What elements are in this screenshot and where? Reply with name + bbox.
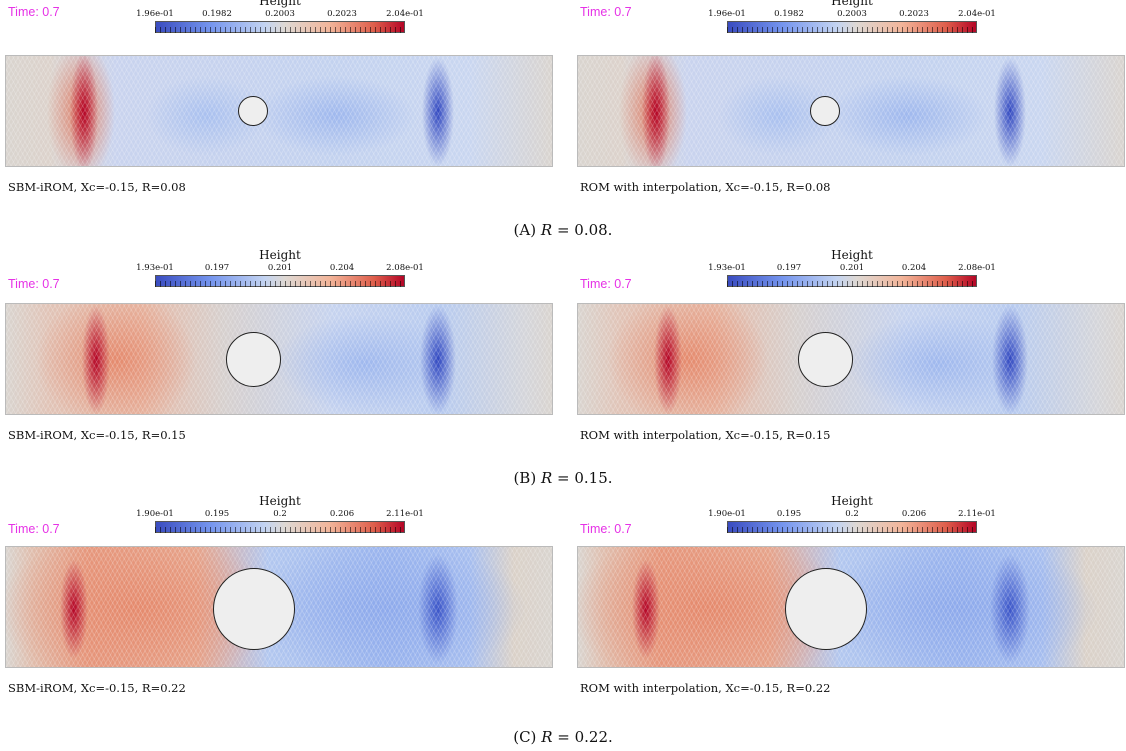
time-label: Time: 0.7: [8, 522, 60, 536]
colorbar-title: Height: [259, 0, 301, 8]
colorbar-ticks: 1.93e-01 0.197 0.201 0.204 2.08e-01: [136, 263, 424, 275]
height-field-plot: [577, 303, 1125, 415]
colorbar-tick: 2.08e-01: [958, 263, 996, 273]
subcaption-variable: R: [540, 469, 553, 487]
height-field-plot: [5, 303, 553, 415]
colorbar-ticks: 1.96e-01 0.1982 0.2003 0.2023 2.04e-01: [708, 9, 996, 21]
colorbar-tick: 0.204: [901, 263, 927, 273]
obstacle-circle: [798, 332, 853, 387]
time-label: Time: 0.7: [580, 5, 632, 19]
colorbar-tick: 0.206: [329, 509, 355, 519]
panel-sbm-irom-a: Time: 0.7 Height 1.96e-01 0.1982 0.2003 …: [5, 0, 553, 200]
colorbar-tick: 0.195: [204, 509, 230, 519]
subcaption-label: (A): [513, 221, 537, 239]
height-field-plot: [5, 55, 553, 167]
height-field-plot: [577, 55, 1125, 167]
colorbar-tick: 2.11e-01: [386, 509, 424, 519]
colorbar-tick: 0.2023: [899, 9, 929, 19]
colorbar-minor-ticks: [727, 527, 977, 533]
colorbar-minor-ticks: [727, 27, 977, 33]
panel-sbm-irom-c: Time: 0.7 Height 1.90e-01 0.195 0.2 0.20…: [5, 494, 553, 696]
colorbar-tick: 1.96e-01: [708, 9, 746, 19]
colorbar-tick: 0.2003: [837, 9, 867, 19]
panel-sbm-irom-b: Time: 0.7 Height 1.93e-01 0.197 0.201 0.…: [5, 248, 553, 448]
panel-caption: ROM with interpolation, Xc=-0.15, R=0.15: [580, 428, 831, 442]
subcaption-value: = 0.15.: [552, 469, 613, 487]
colorbar-tick: 1.90e-01: [136, 509, 174, 519]
panel-rom-interp-c: Time: 0.7 Height 1.90e-01 0.195 0.2 0.20…: [577, 494, 1125, 696]
colorbar-tick: 0.201: [839, 263, 865, 273]
subcaption-variable: R: [540, 221, 553, 239]
time-label: Time: 0.7: [580, 277, 632, 291]
time-label: Time: 0.7: [8, 5, 60, 19]
colorbar-tick: 0.195: [776, 509, 802, 519]
colorbar-tick: 0.1982: [774, 9, 804, 19]
colorbar-title: Height: [831, 0, 873, 8]
colorbar-minor-ticks: [155, 527, 405, 533]
colorbar-tick: 1.96e-01: [136, 9, 174, 19]
colorbar-tick: 1.93e-01: [136, 263, 174, 273]
obstacle-circle: [810, 96, 840, 126]
colorbar-ticks: 1.90e-01 0.195 0.2 0.206 2.11e-01: [136, 509, 424, 521]
colorbar-ticks: 1.96e-01 0.1982 0.2003 0.2023 2.04e-01: [136, 9, 424, 21]
panel-rom-interp-b: Time: 0.7 Height 1.93e-01 0.197 0.201 0.…: [577, 248, 1125, 448]
colorbar-tick: 0.204: [329, 263, 355, 273]
subcaption-label: (C): [513, 728, 537, 746]
subcaption-b: (B) R = 0.15.: [0, 469, 1126, 487]
colorbar-tick: 2.08e-01: [386, 263, 424, 273]
obstacle-circle: [226, 332, 281, 387]
subcaption-c: (C) R = 0.22.: [0, 728, 1126, 746]
colorbar-minor-ticks: [155, 281, 405, 287]
obstacle-circle: [213, 568, 295, 650]
colorbar-tick: 2.04e-01: [958, 9, 996, 19]
subcaption-value: = 0.22.: [552, 728, 613, 746]
height-field-plot: [577, 546, 1125, 668]
colorbar-title: Height: [259, 248, 301, 262]
obstacle-circle: [785, 568, 867, 650]
colorbar-title: Height: [831, 494, 873, 508]
colorbar-tick: 0.197: [204, 263, 230, 273]
colorbar-title: Height: [259, 494, 301, 508]
mesh-overlay: [6, 56, 552, 166]
time-label: Time: 0.7: [8, 277, 60, 291]
colorbar-tick: 0.2: [845, 509, 859, 519]
subcaption-a: (A) R = 0.08.: [0, 221, 1126, 239]
colorbar-ticks: 1.90e-01 0.195 0.2 0.206 2.11e-01: [708, 509, 996, 521]
colorbar-tick: 1.93e-01: [708, 263, 746, 273]
subcaption-label: (B): [513, 469, 537, 487]
colorbar-tick: 1.90e-01: [708, 509, 746, 519]
mesh-overlay: [578, 56, 1124, 166]
colorbar-ticks: 1.93e-01 0.197 0.201 0.204 2.08e-01: [708, 263, 996, 275]
height-field-plot: [5, 546, 553, 668]
colorbar-minor-ticks: [155, 27, 405, 33]
colorbar-title: Height: [831, 248, 873, 262]
colorbar-tick: 2.11e-01: [958, 509, 996, 519]
colorbar-tick: 0.2023: [327, 9, 357, 19]
panel-caption: SBM-iROM, Xc=-0.15, R=0.22: [8, 681, 186, 695]
subcaption-variable: R: [541, 728, 553, 746]
colorbar-tick: 0.1982: [202, 9, 232, 19]
panel-caption: ROM with interpolation, Xc=-0.15, R=0.22: [580, 681, 831, 695]
colorbar-tick: 0.197: [776, 263, 802, 273]
colorbar-minor-ticks: [727, 281, 977, 287]
colorbar-tick: 0.2: [273, 509, 287, 519]
panel-rom-interp-a: Time: 0.7 Height 1.96e-01 0.1982 0.2003 …: [577, 0, 1125, 200]
colorbar-tick: 0.2003: [265, 9, 295, 19]
panel-caption: ROM with interpolation, Xc=-0.15, R=0.08: [580, 180, 831, 194]
panel-caption: SBM-iROM, Xc=-0.15, R=0.15: [8, 428, 186, 442]
time-label: Time: 0.7: [580, 522, 632, 536]
colorbar-tick: 0.201: [267, 263, 293, 273]
colorbar-tick: 0.206: [901, 509, 927, 519]
subcaption-value: = 0.08.: [552, 221, 613, 239]
colorbar-tick: 2.04e-01: [386, 9, 424, 19]
obstacle-circle: [238, 96, 268, 126]
panel-caption: SBM-iROM, Xc=-0.15, R=0.08: [8, 180, 186, 194]
